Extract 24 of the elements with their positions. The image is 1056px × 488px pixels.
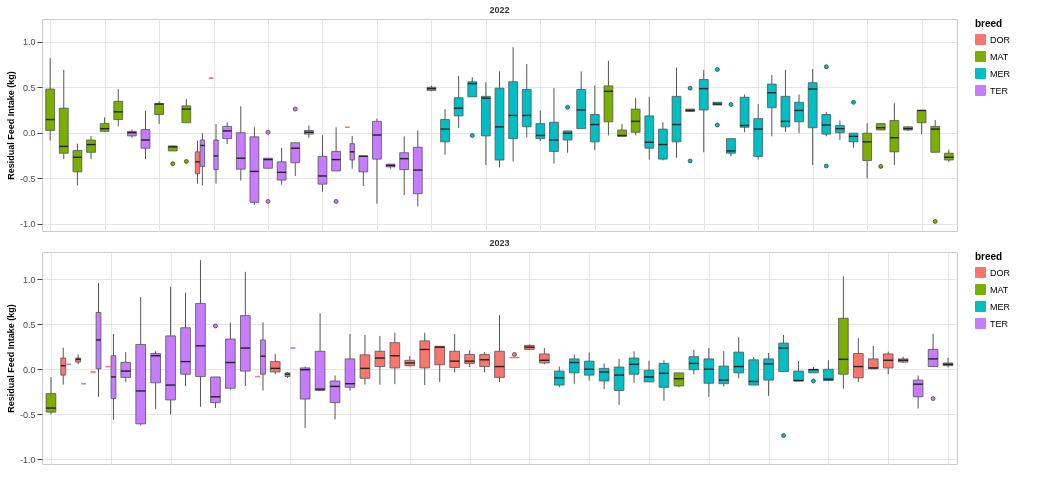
chart-title: 2023 [489, 238, 510, 248]
y-axis-title: Residual Feed Intake (kg) [5, 71, 16, 180]
legend-label: MAT [990, 284, 1009, 295]
y-tick-label: 0.5 [22, 82, 36, 93]
chart-title: 2022 [489, 5, 510, 15]
y-tick-label: -0.5 [19, 173, 36, 184]
y-axis-title: Residual Feed Intake (kg) [5, 304, 16, 413]
y-tick-label: -1.0 [19, 454, 36, 465]
legend-label: TER [990, 318, 1009, 329]
y-tick-label: -0.5 [19, 409, 36, 420]
legend-title: breed [975, 251, 1003, 262]
legend-label: DOR [990, 267, 1011, 278]
legend-label: MAT [990, 51, 1009, 62]
legend-label: DOR [990, 34, 1011, 45]
legend-label: MER [990, 301, 1011, 312]
legend-label: TER [990, 85, 1009, 96]
y-tick-label: 0.5 [22, 319, 36, 330]
legend-label: MER [990, 68, 1011, 79]
y-tick-label: 0.0 [22, 128, 36, 139]
y-tick-label: -1.0 [19, 219, 36, 230]
y-tick-label: 1.0 [22, 274, 36, 285]
y-tick-label: 1.0 [22, 37, 36, 48]
y-tick-label: 0.0 [22, 364, 36, 375]
legend-title: breed [975, 18, 1003, 29]
